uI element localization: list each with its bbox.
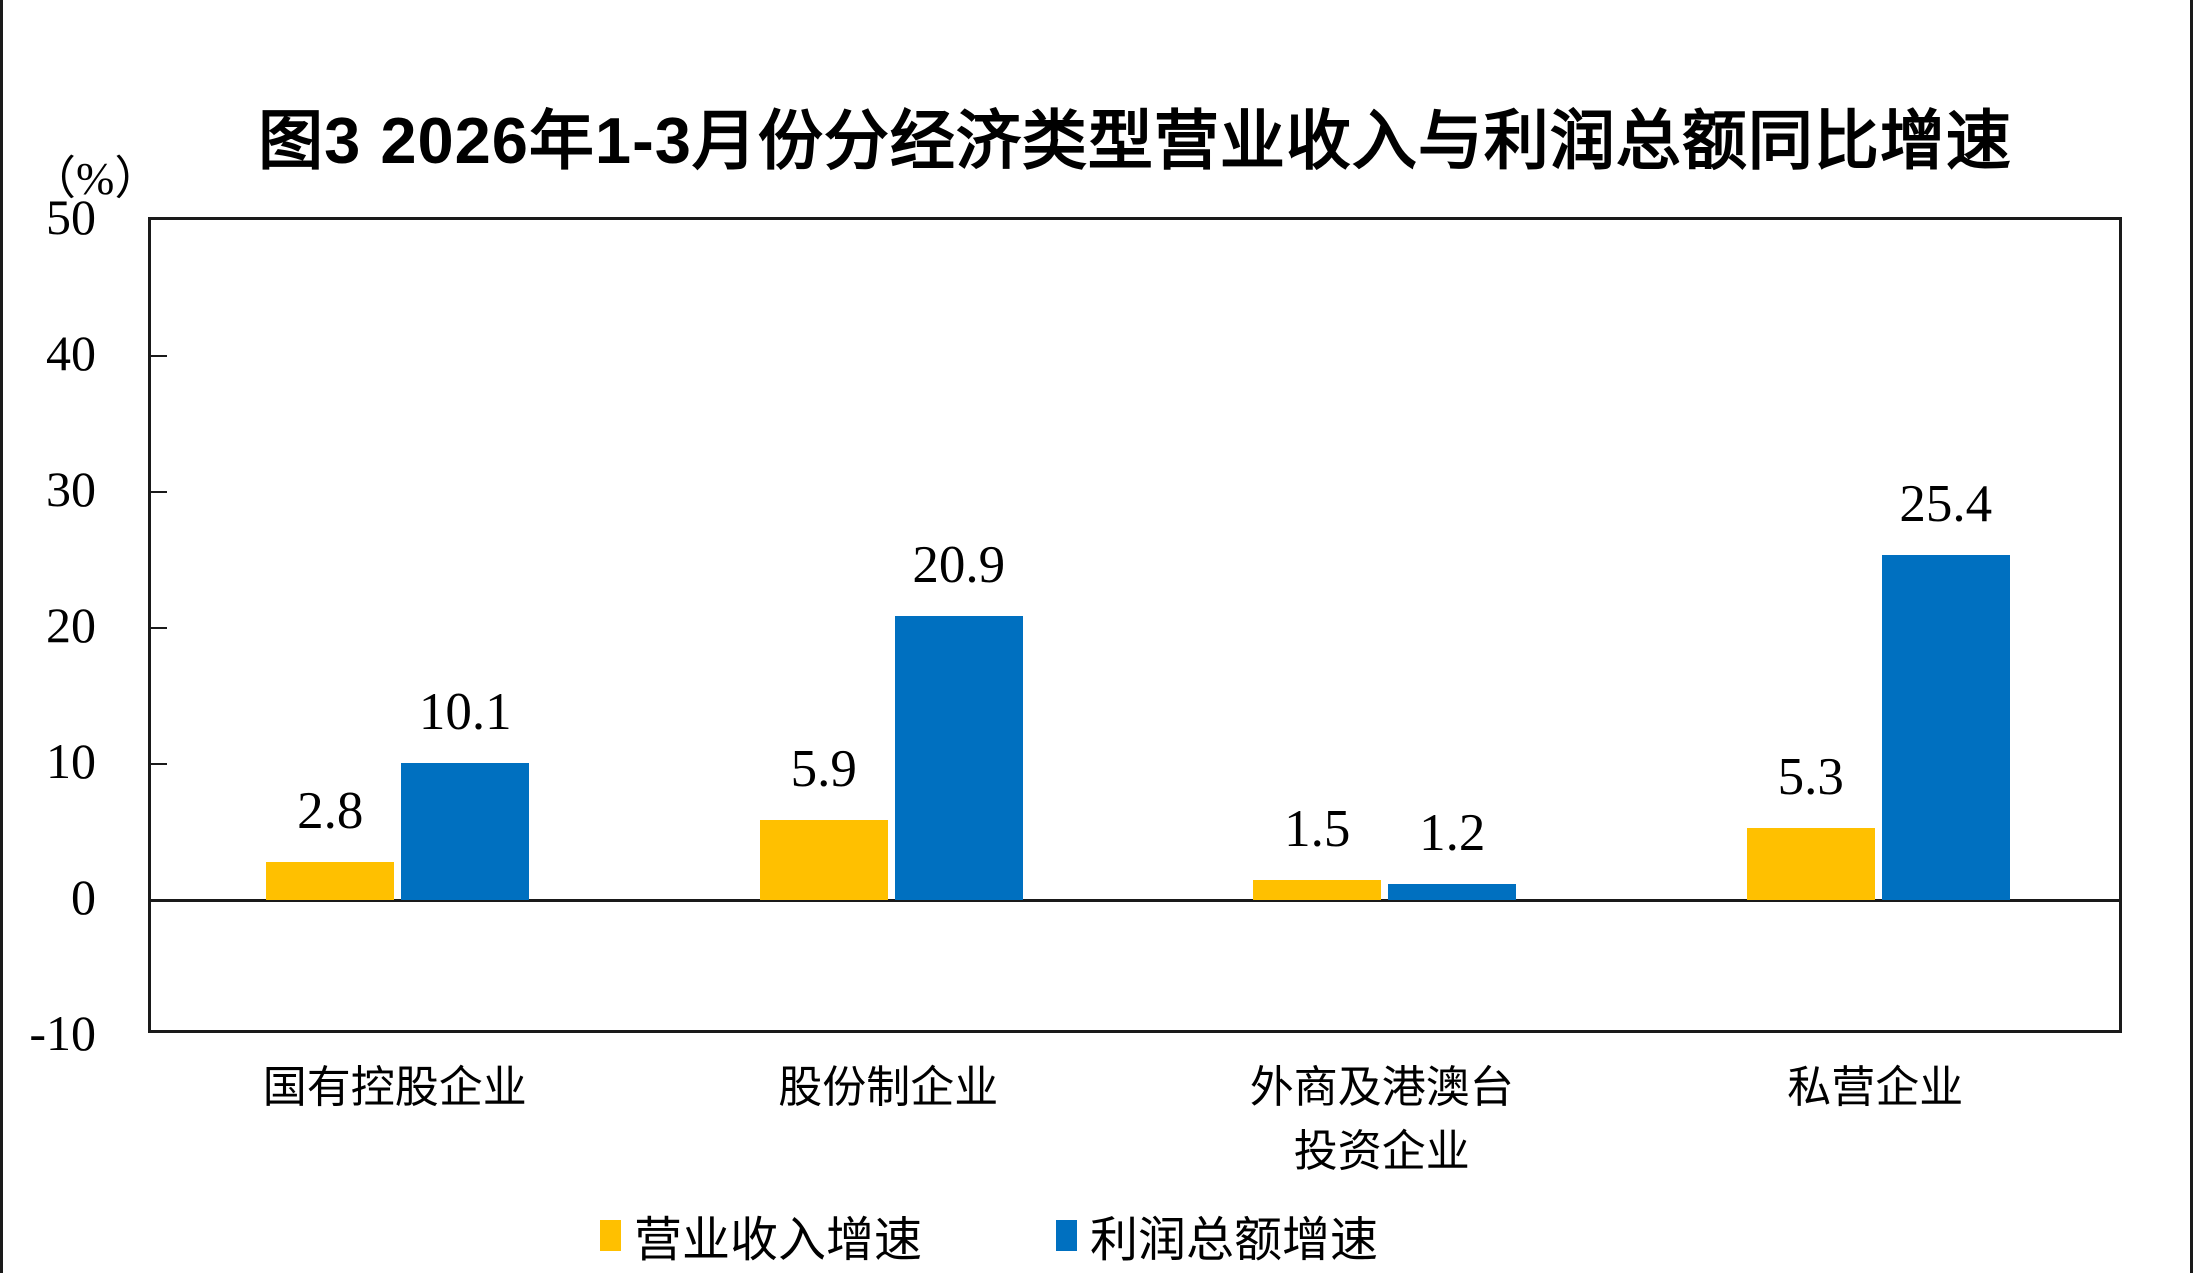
legend-swatch-icon — [600, 1219, 621, 1251]
y-tick-label: -10 — [29, 1005, 96, 1061]
bar-营业收入增速-股份制企业 — [759, 819, 888, 900]
bar-利润总额增速-股份制企业 — [894, 615, 1023, 900]
y-axis-tick-mark — [151, 627, 167, 629]
bar-value-label: 2.8 — [297, 781, 364, 840]
bar-营业收入增速-国有控股企业 — [266, 861, 395, 900]
bar-value-label: 1.5 — [1284, 799, 1351, 858]
chart-legend: 营业收入增速 利润总额增速 — [600, 1200, 1378, 1270]
right-border-line — [2190, 0, 2193, 1273]
y-axis-tick-labels: 50 40 30 20 10 0 -10 — [0, 189, 96, 1061]
y-tick-label: 10 — [46, 733, 96, 789]
left-border-line — [0, 0, 3, 1273]
legend-label: 营业收入增速 — [634, 1214, 923, 1267]
x-axis-category-labels: 国有控股企业 股份制企业 外商及港澳台 投资企业 私营企业 — [148, 1056, 2122, 1196]
bar-value-label: 25.4 — [1899, 474, 1993, 533]
legend-label: 利润总额增速 — [1090, 1214, 1379, 1267]
y-axis-tick-mark — [151, 355, 167, 357]
x-category-label: 私营企业 — [1787, 1063, 1964, 1112]
bar-营业收入增速-外商及港澳台 — [1253, 879, 1382, 900]
y-axis-tick-mark — [151, 763, 167, 765]
bar-营业收入增速-私营企业 — [1746, 827, 1875, 900]
legend-item: 利润总额增速 — [1056, 1200, 1378, 1270]
bar-value-label: 10.1 — [418, 682, 512, 741]
x-category-label: 股份制企业 — [778, 1063, 999, 1112]
bar-value-label: 5.9 — [790, 739, 857, 798]
legend-item: 营业收入增速 — [600, 1200, 922, 1270]
y-tick-label: 40 — [46, 325, 96, 381]
bar-value-label: 20.9 — [912, 535, 1006, 594]
y-tick-label: 50 — [46, 189, 96, 245]
x-category-label: 外商及港澳台 投资企业 — [1249, 1063, 1514, 1176]
y-axis-tick-mark — [151, 491, 167, 493]
y-tick-label: 30 — [46, 461, 96, 517]
zero-axis-line — [151, 899, 2119, 902]
y-tick-label: 20 — [46, 597, 96, 653]
y-axis-unit-label: （%） — [30, 153, 161, 204]
bar-value-label: 5.3 — [1777, 747, 1844, 806]
plot-area: 2.8 10.1 5.9 20.9 1.5 1.2 5.3 25.4 — [148, 217, 2122, 1033]
bar-利润总额增速-外商及港澳台 — [1388, 883, 1517, 900]
x-category-label: 国有控股企业 — [262, 1063, 527, 1112]
y-tick-label: 0 — [71, 869, 96, 925]
chart-title: 图3 2026年1-3月份分经济类型营业收入与利润总额同比增速 — [258, 104, 2012, 177]
legend-swatch-icon — [1056, 1219, 1078, 1251]
bar-利润总额增速-国有控股企业 — [401, 762, 530, 900]
bar-利润总额增速-私营企业 — [1881, 554, 2010, 900]
bar-value-label: 1.2 — [1419, 803, 1486, 862]
